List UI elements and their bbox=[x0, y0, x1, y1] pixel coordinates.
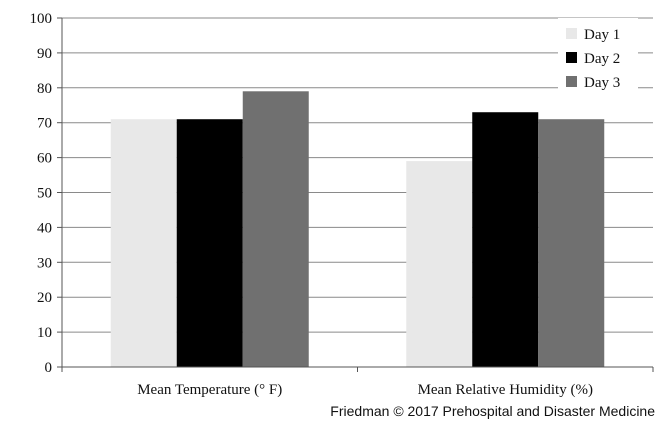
legend-swatch bbox=[566, 52, 577, 63]
y-tick-label: 10 bbox=[37, 325, 52, 341]
bar-day-1 bbox=[110, 119, 177, 368]
figure-credit: Friedman © 2017 Prehospital and Disaster… bbox=[330, 403, 655, 419]
x-category-labels: Mean Temperature (° F) Mean Relative Humi… bbox=[137, 382, 593, 398]
legend: Day 1 Day 2 Day 3 bbox=[558, 18, 638, 92]
legend-swatch bbox=[566, 76, 577, 87]
y-tick-label: 20 bbox=[37, 290, 52, 306]
y-tick-label: 0 bbox=[45, 360, 53, 376]
y-tick-label: 100 bbox=[30, 11, 53, 27]
y-tick-labels: 0 10 20 30 40 50 60 70 80 90 100 bbox=[30, 11, 53, 376]
y-tick-label: 60 bbox=[37, 151, 52, 167]
x-category-label: Mean Relative Humidity (%) bbox=[418, 382, 593, 398]
legend-label: Day 3 bbox=[584, 75, 620, 91]
bars bbox=[110, 91, 605, 368]
legend-label: Day 2 bbox=[584, 51, 620, 67]
bar-day-3 bbox=[538, 119, 605, 368]
bar-day-2 bbox=[472, 112, 539, 367]
y-tick-label: 40 bbox=[37, 220, 52, 236]
legend-swatch bbox=[566, 28, 577, 39]
bar-day-3 bbox=[242, 91, 309, 367]
x-category-label: Mean Temperature (° F) bbox=[137, 382, 282, 398]
axes bbox=[57, 17, 654, 372]
bar-day-2 bbox=[176, 119, 243, 368]
y-tick-label: 80 bbox=[37, 81, 52, 97]
y-tick-label: 70 bbox=[37, 116, 52, 132]
y-tick-label: 30 bbox=[37, 255, 52, 271]
y-tick-label: 90 bbox=[37, 46, 52, 62]
y-tick-label: 50 bbox=[37, 186, 52, 202]
bar-day-1 bbox=[406, 161, 473, 367]
legend-label: Day 1 bbox=[584, 27, 620, 43]
